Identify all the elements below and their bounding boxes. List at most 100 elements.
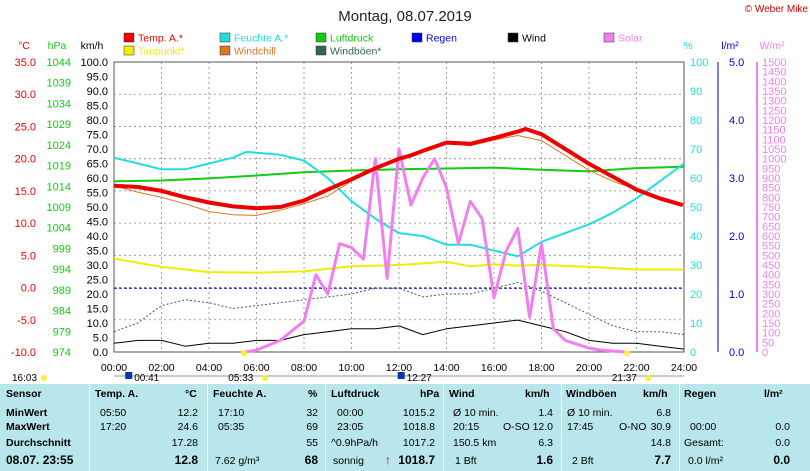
max-press-value: 1018.8 <box>402 421 435 433</box>
series-temperature <box>113 127 684 211</box>
temp-unit-label: °C <box>18 40 30 52</box>
header-gust-unit: km/h <box>643 388 668 400</box>
axis-ticks: 00:00 02:00 04:00 06:00 08:00 10:00 12:00 14:00… <box>11 57 787 374</box>
solar-tick-label: 1050 <box>762 144 786 156</box>
sunrise-marker <box>241 350 247 356</box>
legend-swatch <box>603 32 615 43</box>
wind-tick-label: 90.0 <box>87 86 108 98</box>
avg-wind-distance: 150.5 km <box>453 437 497 449</box>
min-wind-value: 1.4 <box>538 407 553 419</box>
series-layer <box>113 127 685 354</box>
current-timestamp: 08.07. 23:55 <box>6 453 74 467</box>
temp-tick-label: 5.0 <box>21 250 36 262</box>
header-gust: Windböen <box>566 388 617 400</box>
min-temp-value: 12.2 <box>177 407 198 419</box>
press-tick-label: 1034 <box>47 98 71 110</box>
header-wind-unit: km/h <box>525 388 550 400</box>
x-tick-label: 02:00 <box>148 362 174 374</box>
series-solar <box>244 147 625 354</box>
max-press-time: 23:05 <box>337 421 364 433</box>
solar-tick-label: 600 <box>762 231 780 243</box>
weather-chart: Montag, 08.07.2019 © Weber Mike Temp. A.… <box>11 4 809 384</box>
legend-swatch <box>315 32 327 43</box>
solar-tick-label: 900 <box>762 173 780 185</box>
wind-tick-label: 60.0 <box>87 173 108 185</box>
temp-tick-label: 0.0 <box>21 283 36 295</box>
current-wind: 1.6 <box>536 453 553 467</box>
solar-tick-label: 750 <box>762 202 780 214</box>
hum-tick-label: 40 <box>690 231 702 243</box>
x-tick-label: 18:00 <box>528 362 554 374</box>
max-hum-time: 05:35 <box>218 421 245 433</box>
wind-tick-label: 30.0 <box>87 260 108 272</box>
sun-bar: 16:03 00:41 05:33 12:27 21:37 <box>12 350 684 384</box>
moonrise-time: 00:41 <box>134 373 159 384</box>
avg-wind-value: 6.3 <box>538 437 553 449</box>
press-tick-label: 1029 <box>47 119 71 131</box>
solar-tick-label: 550 <box>762 241 780 253</box>
moonset-time: 16:03 <box>12 373 37 384</box>
header-press: Luftdruck <box>331 388 380 400</box>
current-rain-rate: 0.0 l/m² <box>688 455 724 467</box>
chart-title: Montag, 08.07.2019 <box>338 8 471 25</box>
header-hum-unit: % <box>308 388 318 400</box>
max-temp-value: 24.6 <box>177 421 198 433</box>
solar-tick-label: 100 <box>762 328 780 340</box>
rain-tick-label: 3.0 <box>729 173 744 185</box>
solar-tick-label: 850 <box>762 183 780 195</box>
hum-tick-label: 10 <box>690 318 702 330</box>
transit-icon <box>397 372 405 379</box>
avg-gust-value: 14.8 <box>650 437 671 449</box>
solar-tick-label: 50 <box>762 337 774 349</box>
wind-tick-label: 10.0 <box>87 318 108 330</box>
rain-tick-label: 4.0 <box>729 115 744 127</box>
press-tick-label: 1019 <box>47 161 71 173</box>
header-wind: Wind <box>449 388 475 400</box>
legend-label: Feuchte A.* <box>234 33 288 45</box>
solar-tick-label: 1300 <box>762 96 786 108</box>
sunrise-icon <box>261 375 268 381</box>
solar-tick-label: 1200 <box>762 115 786 127</box>
max-wind-dir: O-SO <box>503 421 530 433</box>
min-wind-time: Ø 10 min. <box>453 407 499 419</box>
wind-tick-label: 65.0 <box>87 159 108 171</box>
wind-tick-label: 80.0 <box>87 115 108 127</box>
current-rain: 0.0 <box>773 453 790 467</box>
solar-tick-label: 1000 <box>762 154 786 166</box>
legend-label: Regen <box>426 33 457 45</box>
series-wind <box>113 319 685 350</box>
wind-tick-label: 25.0 <box>87 275 108 287</box>
header-press-unit: hPa <box>420 388 440 400</box>
avg-press-trend: ^0.9hPa/h <box>331 437 378 449</box>
temp-tick-label: 30.0 <box>15 89 36 101</box>
press-tick-label: 984 <box>53 306 71 318</box>
hum-tick-label: 70 <box>690 144 702 156</box>
max-rain-time: 00:00 <box>690 421 717 433</box>
legend-label: Taupunkt* <box>138 46 185 58</box>
solar-tick-label: 1400 <box>762 76 786 88</box>
hum-tick-label: 90 <box>690 86 702 98</box>
temp-tick-label: 15.0 <box>15 186 36 198</box>
legend-swatch <box>123 45 135 56</box>
max-wind-time: 20:15 <box>453 421 480 433</box>
avg-rain-value: 0.0 <box>775 437 790 449</box>
x-tick-label: 08:00 <box>291 362 317 374</box>
min-hum-value: 32 <box>306 407 318 419</box>
avg-temp-value: 17.28 <box>171 437 198 449</box>
max-rain-value: 0.0 <box>775 421 790 433</box>
x-tick-label: 22:00 <box>623 362 649 374</box>
legend-swatch <box>123 32 135 43</box>
header-sensor: Sensor <box>6 388 42 400</box>
max-hum-value: 69 <box>306 421 318 433</box>
current-press: 1018.7 <box>398 453 435 467</box>
legend-label: Temp. A.* <box>138 33 183 45</box>
press-tick-label: 1044 <box>47 57 71 69</box>
x-tick-label: 00:00 <box>101 362 127 374</box>
x-tick-label: 16:00 <box>481 362 507 374</box>
press-tick-label: 979 <box>53 326 71 338</box>
solar-tick-label: 200 <box>762 308 780 320</box>
press-tick-label: 1004 <box>47 223 71 235</box>
wind-unit-label: km/h <box>81 40 104 52</box>
temp-tick-label: 35.0 <box>15 57 36 69</box>
current-weather: sonnig <box>333 455 364 467</box>
